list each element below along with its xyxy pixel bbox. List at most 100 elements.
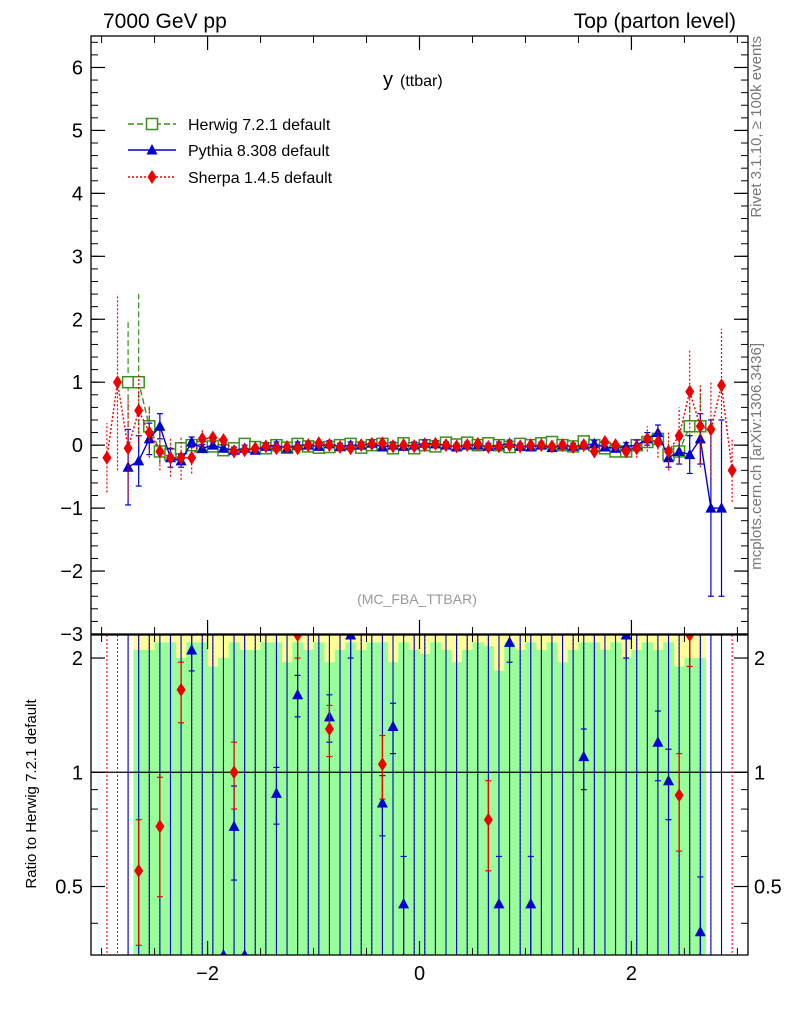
main-plot: y (ttbar) (MC_FBA_TTBAR) −3 −2 −1 0 1 2 3 4 5 6 H… <box>60 35 749 646</box>
ratio-plot: 0.5 0.5 1 1 2 2 −2 0 2 Ratio to Herwig 7.2.1 def… <box>23 634 782 985</box>
sherpa-point <box>674 428 684 443</box>
sherpa-point <box>176 450 186 465</box>
pythia-point <box>684 448 696 460</box>
pythia-ratio-point <box>186 643 198 655</box>
ratio-y-tick-label-right: 1 <box>754 762 765 784</box>
ratio-data-layer <box>106 635 733 955</box>
sherpa-point <box>229 444 239 459</box>
pythia-legend-marker <box>146 144 158 155</box>
pythia-ratio-point <box>620 635 632 640</box>
sherpa-point <box>399 438 409 453</box>
sherpa-point <box>536 438 546 453</box>
sherpa-point <box>388 439 398 454</box>
sherpa-ratio-point <box>293 635 303 642</box>
sherpa-ratio-point <box>134 863 144 878</box>
pythia-ratio-point <box>292 688 304 700</box>
sherpa-point <box>462 438 472 453</box>
sherpa-point <box>293 441 303 456</box>
pythia-ratio-point <box>376 796 388 808</box>
sherpa-point <box>134 403 144 418</box>
sherpa-point <box>282 440 292 455</box>
sherpa-ratio-point <box>155 819 165 834</box>
main-y-tick-label: −2 <box>60 561 83 583</box>
sherpa-point <box>706 422 716 437</box>
sherpa-point <box>187 450 197 465</box>
pythia-ratio-point <box>652 736 664 747</box>
sherpa-point <box>558 438 568 453</box>
sherpa-point <box>515 439 525 454</box>
sherpa-point <box>685 384 695 399</box>
energy-label: 7000 GeV pp <box>103 10 227 33</box>
main-title: y <box>383 69 393 91</box>
sherpa-ratio-point <box>674 788 684 803</box>
sherpa-point <box>218 433 228 448</box>
pythia-legend-label: Pythia 8.308 default <box>188 143 330 160</box>
sherpa-line <box>106 382 733 471</box>
main-axes: −3 −2 −1 0 1 2 3 4 5 6 <box>60 35 749 646</box>
sherpa-point <box>356 438 366 453</box>
x-tick-label: −2 <box>196 963 219 985</box>
rivet-version-label: Rivet 3.1.10, ≥ 100k events <box>748 36 765 218</box>
pythia-point <box>154 420 166 431</box>
herwig-legend-marker <box>145 117 159 131</box>
sherpa-point <box>505 438 515 453</box>
sherpa-point <box>589 444 599 459</box>
sherpa-point <box>271 441 281 456</box>
sherpa-point <box>717 378 727 393</box>
sherpa-point <box>642 431 652 446</box>
main-y-tick-label: 1 <box>72 372 83 394</box>
process-label: Top (parton level) <box>574 10 736 33</box>
sherpa-point <box>600 435 610 450</box>
sherpa-point <box>632 441 642 456</box>
pythia-ratio-point <box>220 949 227 955</box>
main-data-layer <box>102 294 737 597</box>
pythia-ratio-point <box>228 820 240 831</box>
sherpa-point <box>727 463 737 478</box>
ratio-uncertainty-bands <box>91 635 748 955</box>
sherpa-point <box>664 444 674 459</box>
pythia-point <box>716 502 728 513</box>
sherpa-series <box>102 294 737 502</box>
sherpa-ratio-point <box>483 812 493 827</box>
sherpa-legend-label: Sherpa 1.4.5 default <box>188 170 333 187</box>
sherpa-point <box>547 439 557 454</box>
herwig-point <box>132 375 145 389</box>
sherpa-point <box>335 440 345 455</box>
sherpa-point <box>611 438 621 453</box>
sherpa-ratio-point <box>324 722 334 737</box>
sherpa-legend-marker <box>147 170 157 184</box>
ratio-y-tick-label: 0.5 <box>55 877 83 899</box>
sherpa-point <box>123 441 133 456</box>
sherpa-point <box>430 436 440 451</box>
pythia-point <box>133 454 145 466</box>
sherpa-point <box>155 444 165 459</box>
sherpa-point <box>483 440 493 455</box>
main-y-tick-label: 3 <box>72 246 83 268</box>
legend: Herwig 7.2.1 default Pythia 8.308 default… <box>128 117 333 187</box>
pythia-ratio-point <box>504 636 516 647</box>
sherpa-point <box>250 441 260 456</box>
sherpa-point <box>377 436 387 451</box>
pythia-ratio-point <box>387 720 399 732</box>
sherpa-point <box>261 439 271 454</box>
main-title-sub: (ttbar) <box>400 73 443 90</box>
pythia-point <box>705 502 717 513</box>
pythia-point <box>217 442 229 453</box>
sherpa-point <box>473 436 483 451</box>
sherpa-point <box>102 450 112 465</box>
pythia-ratio-point <box>694 925 706 937</box>
sherpa-point <box>314 436 324 451</box>
pythia-ratio-point <box>241 949 248 955</box>
herwig-point <box>683 420 696 433</box>
sherpa-point <box>165 450 175 465</box>
main-y-tick-label: −1 <box>60 498 83 520</box>
sherpa-point <box>346 441 356 456</box>
sherpa-point <box>208 430 218 445</box>
sherpa-ratio-point <box>377 757 387 772</box>
sherpa-point <box>452 439 462 454</box>
pythia-ratio-point <box>663 774 675 786</box>
sherpa-point <box>621 444 631 459</box>
main-y-tick-label: 2 <box>72 309 83 331</box>
sherpa-point <box>112 375 122 390</box>
pythia-ratio-point <box>578 750 590 762</box>
